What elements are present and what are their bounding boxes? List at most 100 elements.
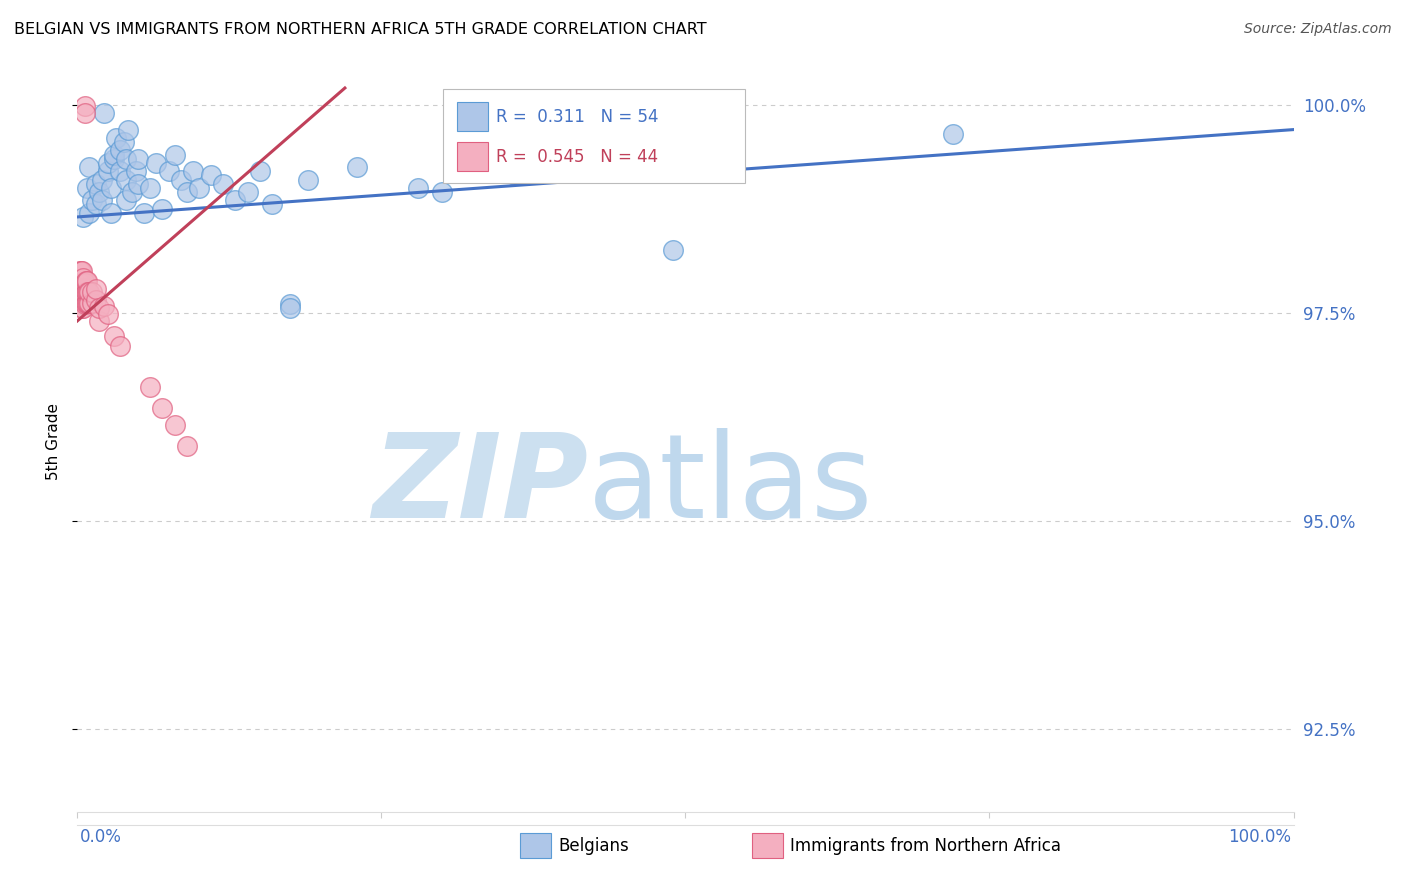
- Point: [70, 297, 93, 311]
- Point: [79, 206, 101, 220]
- Point: [70, 277, 93, 291]
- Point: [942, 127, 965, 141]
- Point: [108, 339, 131, 353]
- Point: [105, 131, 128, 145]
- Point: [115, 194, 138, 208]
- Point: [157, 164, 180, 178]
- Text: Source: ZipAtlas.com: Source: ZipAtlas.com: [1244, 22, 1392, 37]
- Point: [176, 185, 198, 199]
- Text: Immigrants from Northern Africa: Immigrants from Northern Africa: [790, 837, 1062, 855]
- Point: [103, 147, 125, 161]
- Point: [90, 194, 112, 208]
- Point: [100, 181, 122, 195]
- Text: ZIP: ZIP: [373, 428, 588, 543]
- Point: [127, 152, 149, 166]
- Point: [80, 295, 103, 310]
- Point: [72, 301, 94, 316]
- Point: [69, 264, 91, 278]
- Point: [200, 169, 222, 183]
- Point: [73, 277, 96, 291]
- Point: [406, 181, 429, 195]
- Point: [163, 147, 186, 161]
- Point: [69, 280, 91, 294]
- Point: [249, 164, 271, 178]
- Point: [69, 272, 91, 286]
- Point: [108, 144, 131, 158]
- Point: [103, 152, 125, 166]
- Point: [115, 152, 138, 166]
- Point: [70, 264, 93, 278]
- Point: [100, 206, 122, 220]
- Point: [260, 197, 283, 211]
- Point: [70, 277, 93, 291]
- Point: [79, 285, 101, 299]
- Point: [97, 307, 120, 321]
- Point: [125, 164, 148, 178]
- Point: [278, 297, 301, 311]
- Point: [93, 106, 115, 120]
- Point: [73, 106, 96, 120]
- Point: [152, 202, 174, 216]
- Point: [73, 287, 96, 301]
- Point: [152, 401, 174, 416]
- Point: [139, 380, 162, 394]
- Point: [170, 172, 193, 186]
- Point: [75, 295, 97, 310]
- Point: [76, 295, 98, 310]
- Point: [70, 264, 93, 278]
- Point: [103, 329, 125, 343]
- Point: [97, 164, 120, 178]
- Point: [188, 181, 211, 195]
- Point: [76, 181, 98, 195]
- Point: [72, 280, 94, 294]
- Point: [89, 301, 111, 316]
- Point: [97, 156, 120, 170]
- Point: [89, 185, 111, 199]
- Text: Belgians: Belgians: [558, 837, 628, 855]
- Point: [79, 160, 101, 174]
- Point: [73, 297, 96, 311]
- Point: [115, 172, 138, 186]
- Point: [84, 197, 107, 211]
- Point: [278, 301, 301, 316]
- Point: [77, 295, 100, 310]
- Point: [76, 274, 98, 288]
- Point: [112, 135, 135, 149]
- Point: [72, 291, 94, 305]
- Point: [297, 172, 319, 186]
- Point: [80, 194, 103, 208]
- Point: [93, 299, 115, 313]
- Point: [163, 417, 186, 432]
- Point: [108, 164, 131, 178]
- Point: [84, 282, 107, 296]
- Point: [662, 244, 685, 258]
- Point: [70, 289, 93, 303]
- Point: [75, 285, 97, 299]
- Point: [70, 285, 93, 299]
- Text: BELGIAN VS IMMIGRANTS FROM NORTHERN AFRICA 5TH GRADE CORRELATION CHART: BELGIAN VS IMMIGRANTS FROM NORTHERN AFRI…: [14, 22, 707, 37]
- Point: [75, 274, 97, 288]
- Point: [145, 156, 167, 170]
- Point: [176, 439, 198, 453]
- Point: [236, 185, 259, 199]
- Point: [432, 185, 454, 199]
- Point: [121, 185, 143, 199]
- Point: [70, 301, 93, 316]
- Y-axis label: 5th Grade: 5th Grade: [45, 403, 60, 480]
- Point: [72, 210, 94, 224]
- Point: [90, 172, 112, 186]
- Text: 100.0%: 100.0%: [1227, 828, 1291, 846]
- Point: [84, 177, 107, 191]
- Text: R =  0.545   N = 44: R = 0.545 N = 44: [496, 148, 658, 166]
- Point: [117, 122, 139, 136]
- Point: [89, 314, 111, 328]
- Text: 0.0%: 0.0%: [80, 828, 122, 846]
- Point: [503, 169, 526, 183]
- Point: [72, 270, 94, 285]
- Point: [224, 194, 246, 208]
- Point: [181, 164, 204, 178]
- Point: [346, 160, 368, 174]
- Point: [76, 285, 98, 299]
- Point: [212, 177, 235, 191]
- Point: [134, 206, 156, 220]
